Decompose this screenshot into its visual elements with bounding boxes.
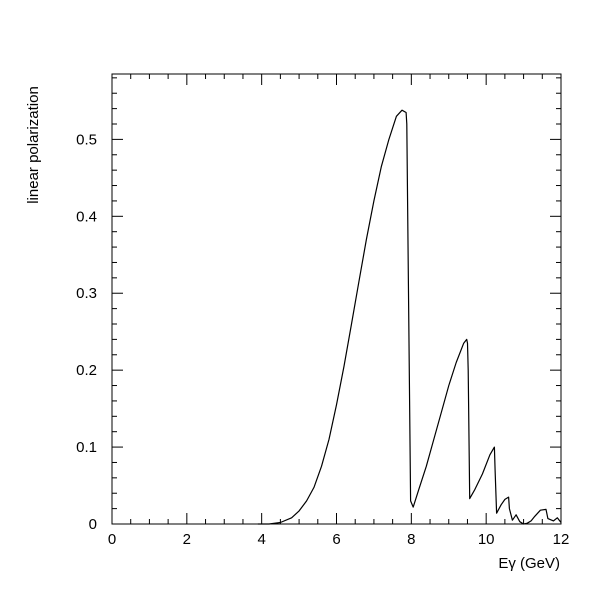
x-tick-label: 6 — [332, 531, 340, 548]
x-tick-label: 8 — [407, 531, 415, 548]
y-tick-label: 0.1 — [76, 439, 97, 456]
x-axis-tick-labels: 0 2 4 6 8 10 12 — [108, 531, 570, 548]
x-tick-label: 4 — [257, 531, 265, 548]
x-tick-label: 12 — [553, 531, 570, 548]
y-axis-label: linear polarization — [25, 86, 42, 204]
y-tick-label: 0 — [89, 516, 97, 533]
y-axis-tick-labels: 0 0.1 0.2 0.3 0.4 0.5 — [76, 131, 97, 533]
x-tick-label: 10 — [478, 531, 495, 548]
x-axis-label: Eγ (GeV) — [498, 555, 560, 572]
x-tick-label: 0 — [108, 531, 116, 548]
x-axis-ticks — [111, 74, 562, 524]
y-tick-label: 0.5 — [76, 131, 97, 148]
y-tick-label: 0.4 — [76, 208, 97, 225]
y-tick-label: 0.2 — [76, 362, 97, 379]
y-tick-label: 0.3 — [76, 285, 97, 302]
polarization-curve — [257, 109, 562, 525]
y-axis-ticks — [112, 77, 561, 525]
x-tick-label: 2 — [183, 531, 191, 548]
plot-frame — [111, 73, 562, 525]
